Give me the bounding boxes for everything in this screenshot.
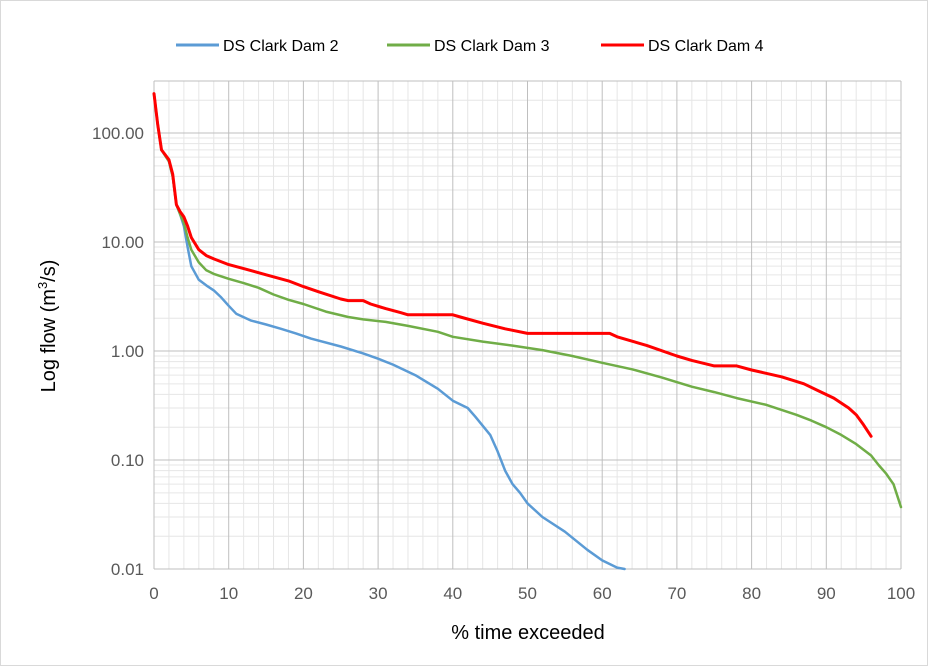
x-tick-label: 10 <box>219 584 238 603</box>
y-axis-title-main: Log flow (m <box>38 289 60 392</box>
x-tick-label: 30 <box>369 584 388 603</box>
legend: DS Clark Dam 2 DS Clark Dam 3 DS Clark D… <box>176 38 764 55</box>
series-lines <box>152 92 903 571</box>
legend-label-series-1: DS Clark Dam 2 <box>223 38 339 55</box>
legend-label-series-2: DS Clark Dam 3 <box>434 38 550 55</box>
x-tick-label: 60 <box>593 584 612 603</box>
x-tick-label: 50 <box>518 584 537 603</box>
x-tick-label: 40 <box>443 584 462 603</box>
x-axis-ticks: 0 10 20 30 40 50 60 70 80 90 100 <box>149 584 915 603</box>
x-tick-label: 70 <box>667 584 686 603</box>
legend-label-series-3: DS Clark Dam 4 <box>648 38 764 55</box>
y-tick-label: 100.00 <box>92 124 144 143</box>
x-tick-label: 90 <box>817 584 836 603</box>
y-tick-label: 1.00 <box>111 342 144 361</box>
y-tick-label: 0.01 <box>111 560 144 579</box>
x-tick-label: 80 <box>742 584 761 603</box>
series-line-2 <box>152 92 903 509</box>
series-line-1 <box>152 92 626 571</box>
y-tick-label: 0.10 <box>111 451 144 470</box>
x-tick-label: 20 <box>294 584 313 603</box>
y-tick-label: 10.00 <box>101 233 144 252</box>
x-tick-label: 0 <box>149 584 158 603</box>
y-axis-title-superscript: 3 <box>35 282 50 289</box>
y-axis-ticks: 0.01 0.10 1.00 10.00 100.00 <box>92 124 144 579</box>
series-line-3 <box>152 92 873 438</box>
y-axis-title: Log flow (m3/s) <box>35 260 60 393</box>
y-axis-title-end: /s) <box>38 260 60 282</box>
major-gridlines <box>153 80 902 570</box>
x-tick-label: 100 <box>887 584 915 603</box>
x-axis-title: % time exceeded <box>451 622 604 644</box>
